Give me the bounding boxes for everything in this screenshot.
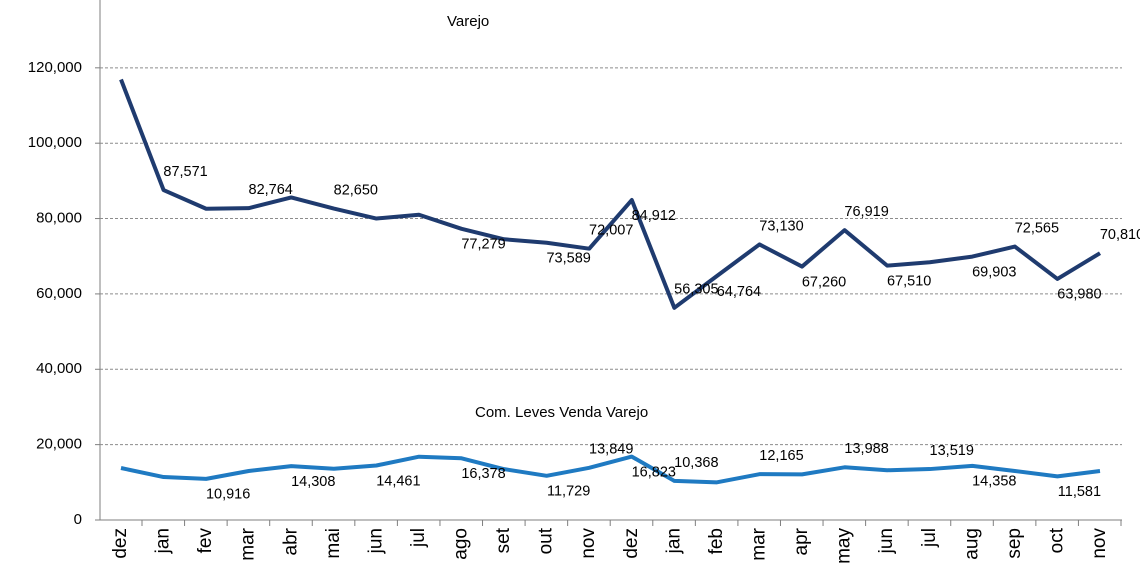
value-label: 11,729	[547, 484, 590, 500]
value-label: 11,581	[1058, 484, 1101, 500]
x-tick-label: mar	[238, 527, 259, 560]
value-label: 82,650	[334, 182, 378, 198]
y-tick-label: 40,000	[36, 360, 82, 377]
x-tick-label: set	[493, 527, 514, 553]
value-label: 73,589	[546, 251, 590, 267]
y-tick-label: 20,000	[36, 436, 82, 453]
value-label: 76,919	[844, 204, 888, 220]
value-label: 14,358	[972, 474, 1016, 490]
value-label: 16,378	[461, 466, 505, 482]
value-label: 70,810	[1100, 227, 1140, 243]
value-label: 67,510	[887, 273, 931, 289]
value-label: 69,903	[972, 264, 1016, 280]
x-tick-label: out	[536, 527, 557, 554]
value-label: 72,007	[589, 222, 633, 238]
value-label: 82,764	[249, 182, 293, 198]
y-tick-label: 80,000	[36, 210, 82, 227]
x-tick-label: dez	[110, 528, 131, 559]
x-tick-label: mai	[323, 528, 344, 559]
x-tick-label: mar	[748, 527, 769, 560]
value-label: 73,130	[759, 218, 803, 234]
value-label: 13,519	[930, 443, 974, 459]
y-tick-label: 120,000	[28, 59, 82, 76]
x-tick-label: nov	[578, 528, 599, 559]
value-label: 67,260	[802, 274, 846, 290]
value-label: 63,980	[1057, 287, 1101, 303]
x-tick-label: feb	[706, 528, 727, 554]
value-label: 12,165	[759, 448, 803, 464]
x-tick-label: abr	[280, 527, 301, 555]
value-label: 77,279	[461, 237, 505, 253]
x-tick-label: jul	[919, 528, 940, 548]
x-tick-label: sep	[1004, 528, 1025, 559]
x-tick-label: may	[834, 528, 855, 564]
value-label: 16,823	[632, 464, 676, 480]
series-label: Com. Leves Venda Varejo	[475, 404, 648, 421]
value-label: 56,305	[674, 282, 718, 298]
x-tick-label: jul	[408, 528, 429, 548]
x-tick-label: apr	[791, 527, 812, 555]
y-tick-label: 0	[74, 511, 82, 528]
value-label: 10,368	[674, 455, 718, 471]
value-label: 14,461	[376, 473, 420, 489]
x-tick-label: jan	[663, 528, 684, 554]
x-tick-label: jan	[153, 528, 174, 554]
value-label: 84,912	[632, 208, 676, 224]
x-tick-label: aug	[961, 528, 982, 560]
x-tick-label: fev	[195, 528, 216, 554]
value-label: 14,308	[291, 474, 335, 490]
y-tick-label: 100,000	[28, 134, 82, 151]
x-tick-label: ago	[451, 528, 472, 560]
value-label: 72,565	[1015, 220, 1059, 236]
line	[119, 78, 1102, 310]
x-tick-label: oct	[1046, 527, 1067, 553]
x-tick-label: dez	[621, 528, 642, 559]
line	[120, 454, 1101, 485]
value-label: 13,849	[589, 442, 633, 458]
y-tick-label: 60,000	[36, 285, 82, 302]
series-label: Varejo	[447, 13, 489, 30]
x-tick-label: jun	[365, 528, 386, 554]
value-label: 13,988	[844, 441, 888, 457]
value-label: 10,916	[206, 487, 250, 503]
x-tick-label: nov	[1089, 528, 1110, 559]
value-label: 87,571	[163, 164, 207, 180]
value-label: 64,764	[717, 284, 761, 300]
x-tick-label: jun	[876, 528, 897, 554]
